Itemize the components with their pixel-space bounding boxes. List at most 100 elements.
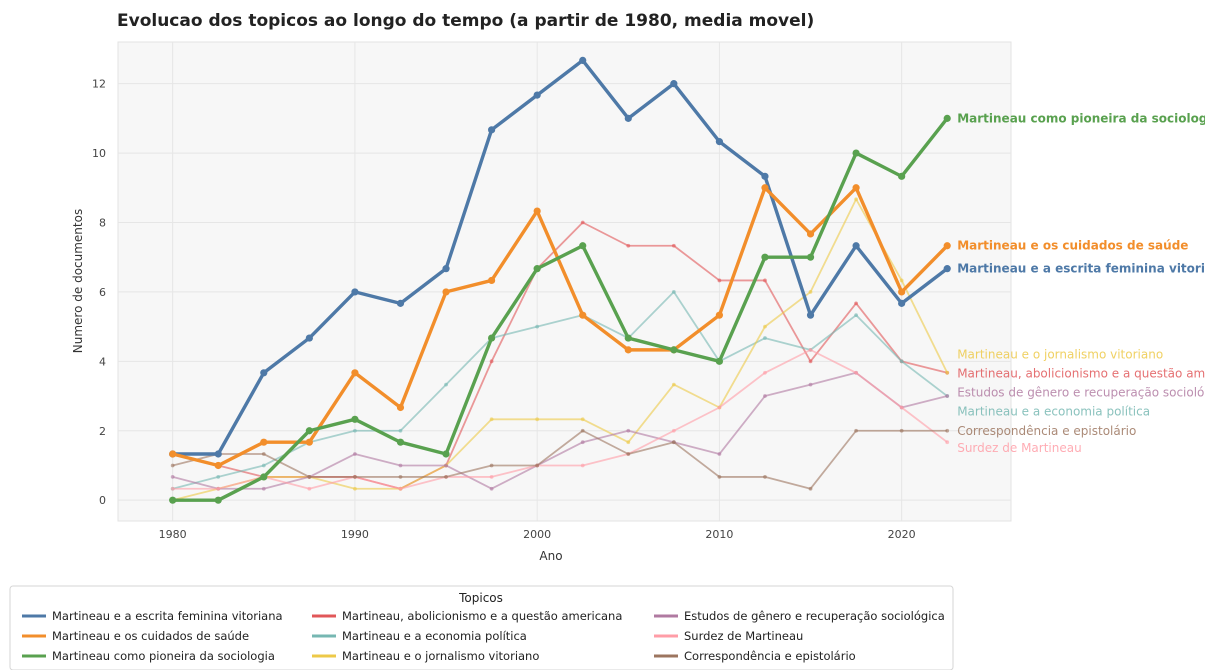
data-point [943, 114, 951, 122]
data-point [216, 486, 221, 491]
data-point [170, 475, 175, 479]
data-point [580, 220, 585, 225]
data-point [717, 405, 722, 410]
data-point [624, 114, 632, 122]
data-point [808, 290, 813, 294]
data-point [442, 288, 450, 296]
data-point [396, 299, 405, 307]
data-point [444, 382, 448, 387]
end-labels: Martineau como pioneira da sociologia Mar… [957, 111, 1205, 455]
data-point [260, 438, 268, 446]
data-point [671, 428, 676, 433]
data-point [307, 475, 312, 479]
y-tick-label: 0 [99, 494, 106, 507]
x-tick-label: 2020 [888, 528, 916, 541]
data-point [351, 288, 359, 296]
series-line [172, 58, 949, 456]
data-point [398, 486, 403, 491]
data-point [580, 463, 585, 468]
data-point [854, 197, 858, 202]
end-label: Estudos de gênero e recuperação sociológ… [957, 386, 1205, 400]
data-point [763, 394, 767, 398]
data-point [715, 311, 724, 319]
data-point [307, 486, 312, 491]
data-point [670, 346, 678, 354]
x-tick-label: 2010 [705, 528, 733, 541]
data-point [261, 463, 266, 468]
end-label: Martineau e o jornalismo vitoriano [957, 347, 1163, 361]
data-point [761, 172, 769, 180]
x-tick-labels: 1980 1990 2000 2010 2020 [159, 528, 916, 541]
data-point [943, 265, 951, 273]
data-point [945, 370, 950, 375]
data-point [353, 486, 357, 491]
x-axis-label: Ano [539, 549, 562, 563]
data-point [763, 336, 767, 340]
data-point [852, 184, 860, 192]
y-tick-label: 4 [99, 355, 106, 368]
data-point [670, 80, 678, 88]
data-point [579, 242, 587, 250]
y-tick-label: 2 [99, 425, 106, 438]
x-tick-label: 1980 [159, 528, 187, 541]
end-label: Martineau e a escrita feminina vitoriana [957, 262, 1205, 276]
y-tick-labels: 0 2 4 6 8 10 12 [92, 78, 106, 508]
data-point [489, 475, 494, 479]
y-axis-label: Numero de documentos [71, 209, 85, 353]
data-point [489, 486, 494, 491]
series-2 [169, 114, 951, 504]
data-point [488, 276, 496, 285]
data-point [808, 347, 813, 352]
data-point [671, 382, 676, 387]
end-label: Correspondência e epistolário [957, 424, 1136, 438]
data-point [899, 359, 904, 364]
data-point [579, 56, 587, 64]
data-point [169, 496, 177, 504]
data-point [717, 278, 722, 283]
series-line [172, 348, 948, 490]
data-point [852, 242, 860, 250]
data-point [535, 463, 540, 468]
data-point [533, 91, 541, 99]
data-point [763, 324, 767, 329]
data-point [806, 253, 815, 261]
series-line [172, 186, 949, 468]
data-point [396, 438, 405, 446]
data-point [580, 440, 585, 445]
data-point [671, 290, 676, 294]
legend-item: Martineau, abolicionismo e a questão ame… [342, 609, 622, 623]
grid [118, 42, 1011, 521]
data-point [535, 417, 540, 422]
data-point [717, 475, 722, 479]
data-point [626, 428, 631, 433]
data-point [671, 243, 676, 248]
data-point [898, 299, 906, 307]
data-point [899, 278, 904, 283]
data-point [808, 486, 813, 491]
y-tick-label: 12 [92, 78, 106, 91]
end-label: Surdez de Martineau [957, 441, 1082, 455]
data-point [806, 230, 815, 238]
legend-item: Martineau como pioneira da sociologia [52, 649, 275, 663]
data-point [444, 463, 448, 468]
legend: Topicos Martineau e a escrita feminina v… [9, 585, 954, 670]
data-point [852, 149, 860, 157]
legend-item: Correspondência e epistolário [684, 649, 856, 663]
data-point [353, 452, 357, 456]
data-point [170, 463, 175, 468]
data-point [806, 311, 815, 319]
data-point [351, 369, 359, 377]
data-point [533, 207, 541, 215]
data-point [260, 369, 268, 377]
x-tick-label: 2000 [523, 528, 551, 541]
data-point [442, 265, 450, 273]
end-label: Martineau, abolicionismo e a questão ame… [957, 366, 1205, 380]
data-point [808, 382, 813, 387]
data-point [945, 428, 950, 433]
data-point [261, 452, 266, 456]
data-point [854, 428, 858, 433]
data-point [898, 172, 906, 180]
data-point [899, 428, 904, 433]
data-point [624, 334, 632, 342]
data-point [489, 463, 494, 468]
